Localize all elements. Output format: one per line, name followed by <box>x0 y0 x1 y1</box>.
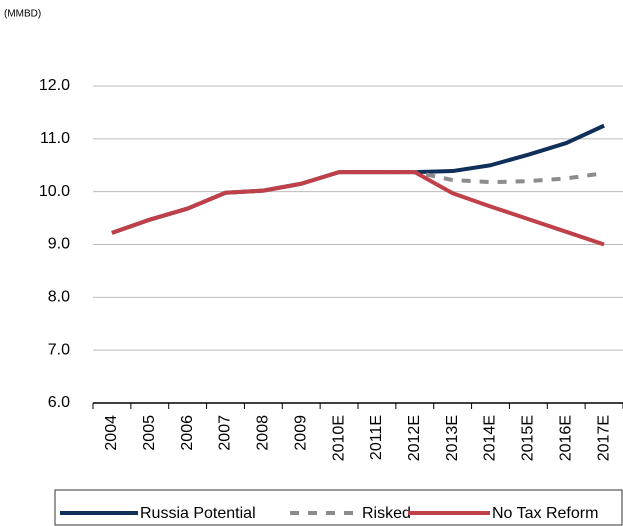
x-tick-label: 2012E <box>406 415 423 461</box>
x-tick-label: 2010E <box>330 415 347 461</box>
x-tick-label: 2011E <box>368 415 385 460</box>
y-tick-label: 9.0 <box>48 236 70 253</box>
legend-box <box>54 489 623 526</box>
y-tick-label: 11.0 <box>40 130 70 147</box>
x-tick-label: 2016E <box>557 415 574 461</box>
x-tick-label: 2013E <box>444 415 461 461</box>
legend-label: No Tax Reform <box>492 505 598 522</box>
y-tick-label: 8.0 <box>48 289 70 306</box>
y-tick-label: 12.0 <box>39 77 70 94</box>
y-tick-label: 7.0 <box>48 341 70 358</box>
x-tick-label: 2007 <box>217 415 234 451</box>
x-tick-label: 2004 <box>103 415 120 451</box>
series-line <box>111 123 605 235</box>
x-tick-label: 2009 <box>292 415 309 451</box>
series-line <box>111 170 605 235</box>
y-tick-label: 6.0 <box>48 394 70 411</box>
y-tick-label: 10.0 <box>39 183 70 200</box>
x-tick-label: 2014E <box>482 415 499 461</box>
series-line <box>111 170 605 247</box>
x-tick-label: 2006 <box>179 415 196 451</box>
x-tick-label: 2008 <box>255 415 272 451</box>
x-tick-label: 2015E <box>520 415 537 461</box>
x-tick-label: 2017E <box>595 415 612 461</box>
legend-label: Risked <box>362 505 411 522</box>
legend-label: Russia Potential <box>140 505 256 522</box>
x-tick-label: 2005 <box>141 415 158 451</box>
unit-label: (MMBD) <box>4 9 41 20</box>
